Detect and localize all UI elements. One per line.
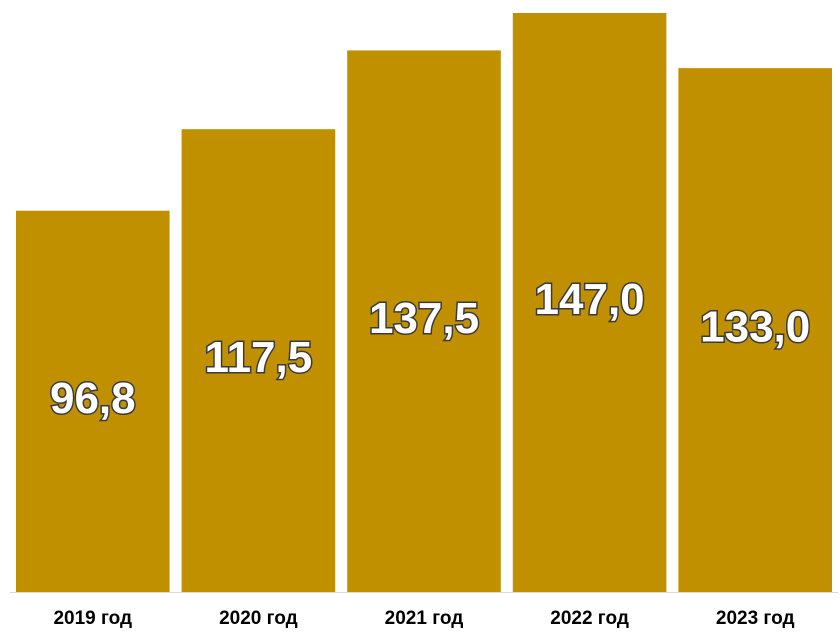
bar-value-label-0: 96,8	[50, 374, 136, 423]
bar-value-label-4: 133,0	[700, 303, 810, 352]
bar-3	[512, 13, 667, 592]
x-tick-label-2: 2021 год	[385, 608, 464, 629]
x-tick-label-1: 2020 год	[219, 608, 298, 629]
bars-layer	[16, 13, 832, 593]
bar-value-label-1: 117,5	[205, 333, 313, 382]
x-tick-label-4: 2023 год	[716, 608, 795, 629]
x-tick-labels-layer: 2019 год 2020 год 2021 год 2022 год 2023 год	[53, 608, 794, 629]
bar-2	[347, 50, 501, 593]
x-tick-label-3: 2022 год	[550, 608, 629, 629]
bar-value-label-2: 137,5	[369, 294, 479, 343]
value-labels-layer: 96,8 117,5 137,5 147,0 133,0	[48, 274, 811, 425]
bar-1	[181, 129, 336, 592]
bar-0	[16, 210, 170, 592]
bar-4	[678, 68, 832, 592]
x-tick-label-0: 2019 год	[53, 608, 132, 629]
bar-value-label-3: 147,0	[535, 275, 645, 324]
